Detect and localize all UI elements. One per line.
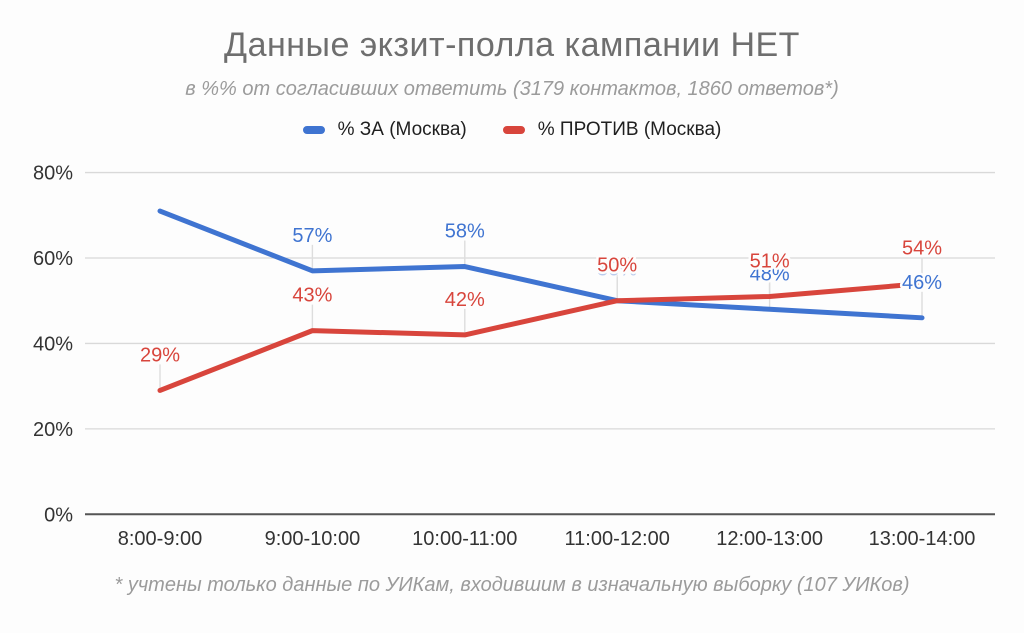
y-axis-tick-label: 20% xyxy=(33,419,73,441)
legend-item-protiv: % ПРОТИВ (Москва) xyxy=(502,119,722,141)
data-point-label: 57% xyxy=(292,225,332,247)
x-axis-tick-label: 11:00-12:00 xyxy=(565,528,670,550)
x-axis-tick-label: 12:00-13:00 xyxy=(716,528,823,550)
x-axis-tick-label: 8:00-9:00 xyxy=(118,528,203,550)
chart-legend: % ЗА (Москва) % ПРОТИВ (Москва) xyxy=(0,119,1024,141)
legend-label: % ЗА (Москва) xyxy=(337,119,467,140)
data-point-label: 43% xyxy=(292,285,332,307)
data-point-label: 54% xyxy=(902,238,942,260)
data-point-label: 51% xyxy=(750,250,790,272)
data-point-label: 50% xyxy=(597,255,637,277)
legend-item-za: % ЗА (Москва) xyxy=(302,119,467,141)
x-axis-tick-label: 9:00-10:00 xyxy=(265,528,361,550)
line-chart-canvas: 0% 20% 40% 60% 80% 8:00-9:00 9:00-10:00 10:00-1… xyxy=(0,150,1024,567)
y-axis-tick-label: 60% xyxy=(33,248,73,270)
data-point-label: 42% xyxy=(445,289,485,311)
y-axis-tick-label: 80% xyxy=(33,163,73,185)
page-title: Данные экзит-полла кампании НЕТ xyxy=(224,26,800,64)
series-line xyxy=(157,281,925,393)
data-point-label: 58% xyxy=(445,221,485,243)
chart-footnote: * учтены только данные по УИКам, входивш… xyxy=(114,574,910,596)
series-line xyxy=(157,208,925,321)
legend-swatch-red xyxy=(502,126,525,134)
y-axis-tick-label: 40% xyxy=(33,333,73,355)
x-axis-tick-label: 10:00-11:00 xyxy=(412,528,517,550)
data-point-label: 50% xyxy=(597,259,637,281)
data-point-label: 48% xyxy=(750,263,790,285)
chart-subtitle: в %% от согласивших ответить (3179 конта… xyxy=(185,78,839,100)
legend-label: % ПРОТИВ (Москва) xyxy=(537,119,722,140)
legend-swatch-blue xyxy=(302,126,325,134)
data-point-label: 29% xyxy=(140,344,180,366)
x-axis-tick-label: 13:00-14:00 xyxy=(869,528,976,550)
data-point-label: 46% xyxy=(902,272,942,294)
line-chart: 0% 20% 40% 60% 80% 8:00-9:00 9:00-10:00 10:00-1… xyxy=(33,163,995,550)
y-axis-tick-label: 0% xyxy=(44,504,73,526)
